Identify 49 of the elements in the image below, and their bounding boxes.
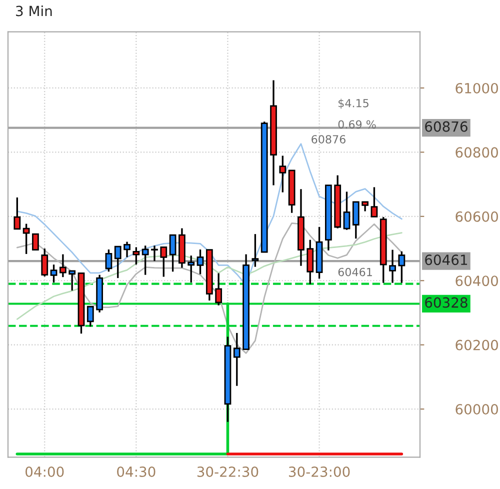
- candlestick: [169, 234, 176, 272]
- x-tick-label: 04:30: [117, 466, 156, 477]
- ref-line-label: 60328: [425, 297, 468, 308]
- candlestick: [59, 253, 66, 278]
- y-tick-label: 61000: [456, 82, 498, 94]
- candlestick: [306, 239, 314, 285]
- candlestick: [343, 190, 350, 231]
- annotation: $4.15: [338, 98, 368, 109]
- candlestick: [142, 244, 149, 276]
- candlestick: [252, 233, 259, 268]
- candlestick: [151, 244, 158, 262]
- candlestick: [105, 248, 112, 272]
- candlestick: [279, 154, 286, 194]
- line-series: [16, 222, 402, 354]
- candlestick: [14, 196, 21, 230]
- x-tick-label: 30-22:30: [197, 466, 258, 477]
- candlestick: [215, 272, 222, 306]
- line-series: [16, 232, 402, 320]
- candlestick: [114, 246, 122, 279]
- candlestick: [389, 248, 396, 284]
- candlestick: [50, 264, 58, 284]
- candlestick: [132, 246, 140, 266]
- ref-line-label: 60461: [425, 254, 468, 266]
- chart-title: 3 Min: [16, 6, 52, 16]
- candlestick: [233, 332, 240, 387]
- candlestick: [362, 201, 369, 212]
- candlestick: [68, 270, 76, 292]
- y-tick-label: 60400: [456, 276, 498, 286]
- y-tick-label: 60800: [456, 147, 498, 158]
- candlestick: [22, 222, 30, 255]
- y-tick-label: 60600: [456, 211, 498, 222]
- annotation: 60876: [312, 135, 346, 144]
- ref-line-label: 60876: [425, 121, 468, 132]
- annotation: 60461: [338, 268, 372, 276]
- y-tick-label: 60000: [456, 404, 498, 415]
- candlestick: [86, 306, 94, 328]
- candlestick: [188, 254, 195, 284]
- candlestick: [41, 248, 48, 278]
- candlestick: [124, 240, 130, 258]
- candlestick: [32, 233, 39, 250]
- candlestick: [196, 248, 204, 276]
- y-tick-label: 60200: [456, 340, 498, 350]
- candlestick: [352, 201, 360, 240]
- x-tick-label: 30-23:00: [288, 466, 350, 477]
- annotation: 0.69 %: [338, 120, 376, 129]
- candlestick: [370, 186, 378, 218]
- candlestick: [398, 250, 406, 284]
- candlestick: [160, 246, 168, 278]
- x-tick-label: 04:00: [26, 466, 64, 477]
